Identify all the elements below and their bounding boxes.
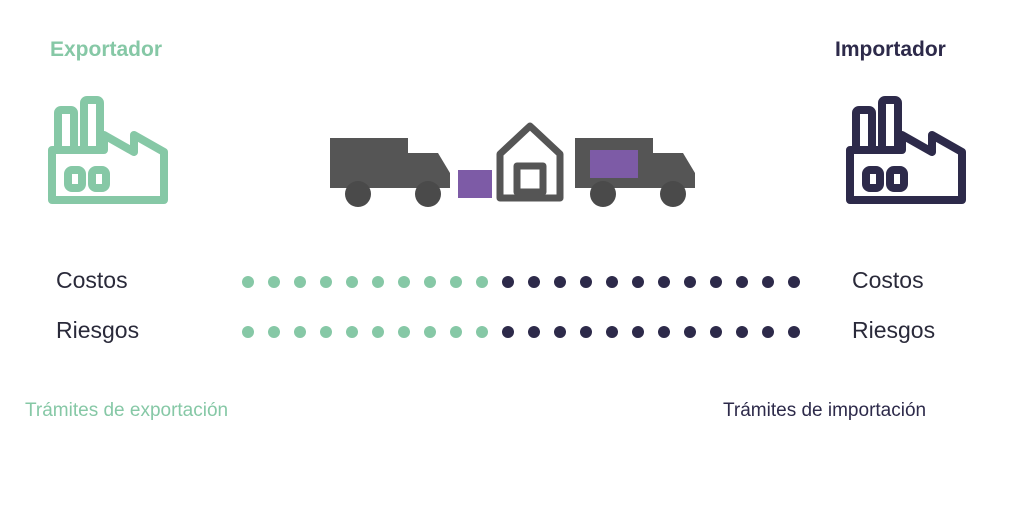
progress-dot: [606, 276, 618, 288]
progress-dot: [710, 276, 722, 288]
progress-dot: [346, 326, 358, 338]
truck-right-icon: [575, 138, 695, 207]
progress-dot: [476, 326, 488, 338]
factory-exporter-icon: [42, 90, 172, 215]
progress-dot: [658, 326, 670, 338]
progress-dot: [424, 276, 436, 288]
import-process-label: Trámites de importación: [723, 400, 926, 422]
progress-dot: [372, 276, 384, 288]
progress-dot: [450, 326, 462, 338]
progress-dot: [268, 326, 280, 338]
progress-dot: [398, 326, 410, 338]
warehouse-icon: [500, 126, 560, 198]
progress-dot: [554, 326, 566, 338]
truck-left-icon: [330, 138, 450, 207]
cargo-box-icon: [458, 170, 492, 198]
progress-dot: [294, 276, 306, 288]
progress-dot: [632, 326, 644, 338]
progress-dot: [528, 276, 540, 288]
progress-dot: [528, 326, 540, 338]
progress-dot: [658, 276, 670, 288]
export-process-label: Trámites de exportación: [25, 400, 228, 422]
progress-dot: [502, 326, 514, 338]
progress-dot: [606, 326, 618, 338]
progress-dot: [372, 326, 384, 338]
progress-dot: [710, 326, 722, 338]
costs-left-label: Costos: [56, 267, 128, 294]
progress-dot: [736, 276, 748, 288]
progress-dot: [554, 276, 566, 288]
progress-dot: [788, 276, 800, 288]
progress-dot: [736, 326, 748, 338]
progress-dot: [632, 276, 644, 288]
progress-dot: [398, 276, 410, 288]
transport-illustration-icon: [320, 118, 710, 223]
progress-dot: [684, 276, 696, 288]
progress-dot: [320, 276, 332, 288]
progress-dot: [424, 326, 436, 338]
factory-importer-icon: [840, 90, 970, 215]
progress-dot: [294, 326, 306, 338]
progress-dot: [320, 326, 332, 338]
progress-dot: [762, 276, 774, 288]
progress-dot: [242, 326, 254, 338]
costs-right-label: Costos: [852, 267, 924, 294]
progress-dot: [502, 276, 514, 288]
progress-dot: [762, 326, 774, 338]
progress-dot: [580, 276, 592, 288]
exporter-header: Exportador: [50, 38, 162, 62]
progress-dot: [450, 276, 462, 288]
importer-header: Importador: [835, 38, 946, 62]
risks-left-label: Riesgos: [56, 317, 139, 344]
progress-dot: [580, 326, 592, 338]
progress-dot: [346, 276, 358, 288]
risks-dot-row: [242, 326, 800, 338]
costs-dot-row: [242, 276, 800, 288]
progress-dot: [684, 326, 696, 338]
risks-right-label: Riesgos: [852, 317, 935, 344]
progress-dot: [476, 276, 488, 288]
progress-dot: [268, 276, 280, 288]
progress-dot: [242, 276, 254, 288]
progress-dot: [788, 326, 800, 338]
